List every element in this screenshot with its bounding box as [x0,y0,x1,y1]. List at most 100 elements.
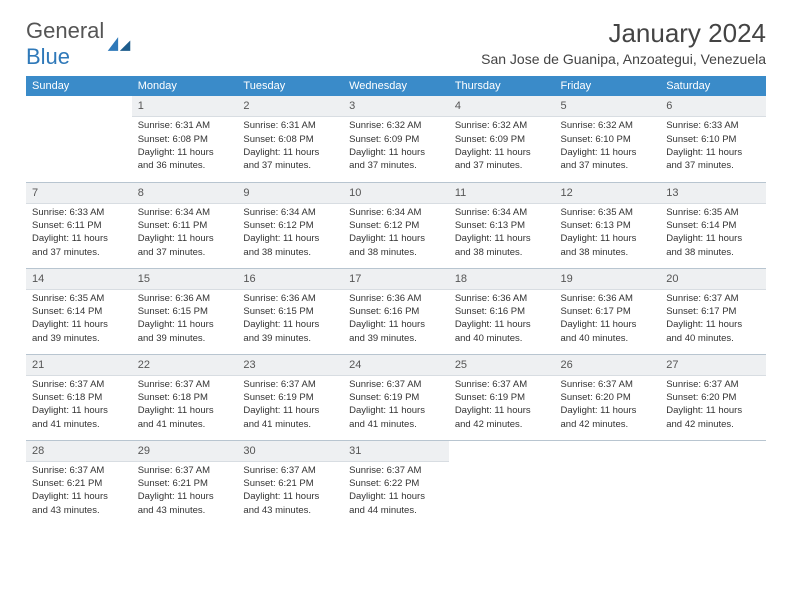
day-content: Sunrise: 6:37 AMSunset: 6:21 PMDaylight:… [26,462,132,520]
sunrise-text: Sunrise: 6:34 AM [243,207,337,219]
day-number: 8 [132,183,238,204]
daylight-line2: and 37 minutes. [32,247,126,259]
calendar-day-cell [449,440,555,526]
sunrise-text: Sunrise: 6:37 AM [666,293,760,305]
sunset-text: Sunset: 6:11 PM [32,220,126,232]
day-content: Sunrise: 6:35 AMSunset: 6:14 PMDaylight:… [26,290,132,348]
daylight-line1: Daylight: 11 hours [561,233,655,245]
sunrise-text: Sunrise: 6:33 AM [32,207,126,219]
day-number: 11 [449,183,555,204]
calendar-day-cell: 24Sunrise: 6:37 AMSunset: 6:19 PMDayligh… [343,354,449,440]
calendar-day-cell: 14Sunrise: 6:35 AMSunset: 6:14 PMDayligh… [26,268,132,354]
daylight-line2: and 43 minutes. [32,505,126,517]
calendar-day-cell: 5Sunrise: 6:32 AMSunset: 6:10 PMDaylight… [555,96,661,182]
calendar-day-cell: 31Sunrise: 6:37 AMSunset: 6:22 PMDayligh… [343,440,449,526]
sunset-text: Sunset: 6:10 PM [561,134,655,146]
calendar-day-cell: 25Sunrise: 6:37 AMSunset: 6:19 PMDayligh… [449,354,555,440]
daylight-line1: Daylight: 11 hours [455,233,549,245]
sunset-text: Sunset: 6:09 PM [455,134,549,146]
sunrise-text: Sunrise: 6:37 AM [138,379,232,391]
daylight-line1: Daylight: 11 hours [561,147,655,159]
day-number: 4 [449,96,555,117]
sunset-text: Sunset: 6:09 PM [349,134,443,146]
sunset-text: Sunset: 6:13 PM [455,220,549,232]
day-number: 22 [132,355,238,376]
sunrise-text: Sunrise: 6:34 AM [349,207,443,219]
logo: General Blue [26,18,132,70]
day-number: 16 [237,269,343,290]
day-number: 19 [555,269,661,290]
weekday-header: Monday [132,76,238,96]
day-content: Sunrise: 6:36 AMSunset: 6:15 PMDaylight:… [132,290,238,348]
day-content: Sunrise: 6:34 AMSunset: 6:13 PMDaylight:… [449,204,555,262]
daylight-line2: and 37 minutes. [561,160,655,172]
calendar-day-cell: 22Sunrise: 6:37 AMSunset: 6:18 PMDayligh… [132,354,238,440]
daylight-line1: Daylight: 11 hours [138,491,232,503]
sunset-text: Sunset: 6:12 PM [243,220,337,232]
daylight-line2: and 38 minutes. [243,247,337,259]
sunset-text: Sunset: 6:21 PM [138,478,232,490]
sunset-text: Sunset: 6:13 PM [561,220,655,232]
daylight-line2: and 42 minutes. [561,419,655,431]
sunrise-text: Sunrise: 6:37 AM [32,465,126,477]
day-number: 1 [132,96,238,117]
daylight-line1: Daylight: 11 hours [561,405,655,417]
sunset-text: Sunset: 6:14 PM [666,220,760,232]
daylight-line1: Daylight: 11 hours [561,319,655,331]
sunrise-text: Sunrise: 6:35 AM [561,207,655,219]
sunrise-text: Sunrise: 6:37 AM [349,379,443,391]
logo-text: General Blue [26,18,104,70]
location-text: San Jose de Guanipa, Anzoategui, Venezue… [481,51,766,67]
day-number: 23 [237,355,343,376]
calendar-week-row: 28Sunrise: 6:37 AMSunset: 6:21 PMDayligh… [26,440,766,526]
calendar-day-cell: 28Sunrise: 6:37 AMSunset: 6:21 PMDayligh… [26,440,132,526]
day-number: 25 [449,355,555,376]
day-content: Sunrise: 6:31 AMSunset: 6:08 PMDaylight:… [237,117,343,175]
sunrise-text: Sunrise: 6:37 AM [666,379,760,391]
month-title: January 2024 [481,18,766,49]
daylight-line1: Daylight: 11 hours [666,147,760,159]
calendar-day-cell [26,96,132,182]
calendar-week-row: 7Sunrise: 6:33 AMSunset: 6:11 PMDaylight… [26,182,766,268]
header: General Blue January 2024 San Jose de Gu… [26,18,766,70]
day-content: Sunrise: 6:31 AMSunset: 6:08 PMDaylight:… [132,117,238,175]
day-content: Sunrise: 6:37 AMSunset: 6:21 PMDaylight:… [237,462,343,520]
sunrise-text: Sunrise: 6:36 AM [455,293,549,305]
calendar-day-cell [555,440,661,526]
day-content: Sunrise: 6:37 AMSunset: 6:19 PMDaylight:… [237,376,343,434]
daylight-line1: Daylight: 11 hours [455,405,549,417]
sunrise-text: Sunrise: 6:35 AM [666,207,760,219]
calendar-day-cell: 18Sunrise: 6:36 AMSunset: 6:16 PMDayligh… [449,268,555,354]
day-number: 9 [237,183,343,204]
day-content: Sunrise: 6:35 AMSunset: 6:14 PMDaylight:… [660,204,766,262]
daylight-line1: Daylight: 11 hours [32,233,126,245]
sunset-text: Sunset: 6:15 PM [138,306,232,318]
daylight-line2: and 37 minutes. [455,160,549,172]
calendar-day-cell: 20Sunrise: 6:37 AMSunset: 6:17 PMDayligh… [660,268,766,354]
calendar-day-cell: 30Sunrise: 6:37 AMSunset: 6:21 PMDayligh… [237,440,343,526]
calendar-day-cell: 2Sunrise: 6:31 AMSunset: 6:08 PMDaylight… [237,96,343,182]
day-number: 15 [132,269,238,290]
sunset-text: Sunset: 6:22 PM [349,478,443,490]
daylight-line1: Daylight: 11 hours [138,147,232,159]
daylight-line2: and 38 minutes. [561,247,655,259]
sunset-text: Sunset: 6:20 PM [561,392,655,404]
day-number: 10 [343,183,449,204]
calendar-day-cell: 29Sunrise: 6:37 AMSunset: 6:21 PMDayligh… [132,440,238,526]
daylight-line1: Daylight: 11 hours [349,233,443,245]
daylight-line1: Daylight: 11 hours [666,319,760,331]
daylight-line2: and 42 minutes. [455,419,549,431]
day-number: 17 [343,269,449,290]
day-number: 30 [237,441,343,462]
daylight-line2: and 39 minutes. [243,333,337,345]
sunrise-text: Sunrise: 6:33 AM [666,120,760,132]
daylight-line1: Daylight: 11 hours [666,405,760,417]
daylight-line2: and 39 minutes. [138,333,232,345]
calendar-week-row: 21Sunrise: 6:37 AMSunset: 6:18 PMDayligh… [26,354,766,440]
daylight-line1: Daylight: 11 hours [349,319,443,331]
day-number: 5 [555,96,661,117]
day-number: 31 [343,441,449,462]
weekday-header: Saturday [660,76,766,96]
sunrise-text: Sunrise: 6:34 AM [138,207,232,219]
sunrise-text: Sunrise: 6:32 AM [349,120,443,132]
